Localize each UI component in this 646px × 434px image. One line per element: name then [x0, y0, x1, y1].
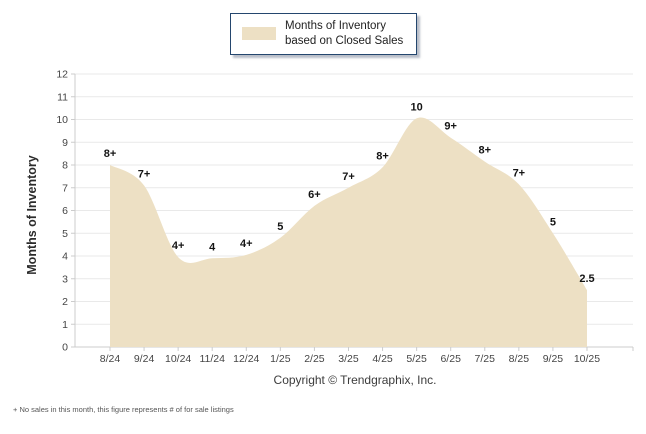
data-point-label: 8+	[478, 145, 491, 157]
legend-label: Months of Inventory based on Closed Sale…	[285, 20, 404, 47]
y-tick-label: 8	[62, 160, 68, 172]
y-tick-label: 9	[62, 137, 68, 149]
x-tick-label: 2/25	[304, 353, 325, 365]
data-point-label: 5	[550, 216, 556, 228]
y-tick-label: 0	[62, 342, 68, 354]
y-tick-label: 1	[62, 319, 68, 331]
legend: Months of Inventory based on Closed Sale…	[230, 13, 417, 55]
y-tick-label: 7	[62, 182, 68, 194]
data-point-label: 8+	[104, 148, 117, 160]
data-point-label: 5	[277, 221, 283, 233]
x-tick-label: 10/24	[165, 353, 191, 365]
data-point-label: 4+	[240, 238, 253, 250]
x-tick-label: 1/25	[270, 353, 291, 365]
x-tick-label: 7/25	[475, 353, 496, 365]
y-tick-label: 5	[62, 228, 68, 240]
y-tick-label: 3	[62, 273, 68, 285]
x-tick-label: 8/24	[100, 353, 121, 365]
x-tick-label: 11/24	[199, 353, 225, 365]
y-tick-label: 11	[57, 91, 68, 103]
x-tick-label: 4/25	[372, 353, 393, 365]
data-point-label: 6+	[308, 189, 321, 201]
y-tick-label: 2	[62, 296, 68, 308]
inventory-area	[110, 117, 587, 347]
data-point-label: 4	[209, 241, 216, 253]
legend-swatch	[242, 27, 276, 41]
footnote-text: + No sales in this month, this figure re…	[13, 405, 234, 414]
data-point-label: 7+	[513, 167, 526, 179]
x-tick-label: 8/25	[509, 353, 530, 365]
data-point-label: 8+	[376, 150, 389, 162]
x-tick-label: 6/25	[440, 353, 461, 365]
data-point-label: 7+	[138, 168, 151, 180]
x-tick-label: 3/25	[338, 353, 359, 365]
x-tick-label: 9/24	[134, 353, 155, 365]
data-point-label: 9+	[444, 121, 457, 133]
x-tick-label: 5/25	[406, 353, 427, 365]
copyright-text: Copyright © Trendgraphix, Inc.	[273, 373, 437, 387]
x-tick-label: 9/25	[543, 353, 564, 365]
y-tick-label: 12	[56, 69, 68, 81]
y-tick-label: 4	[62, 251, 68, 263]
x-tick-label: 10/25	[574, 353, 600, 365]
data-point-label: 10	[411, 101, 423, 113]
data-point-label: 4+	[172, 240, 185, 252]
data-point-label: 7+	[342, 171, 355, 183]
x-tick-label: 12/24	[233, 353, 259, 365]
y-tick-label: 10	[56, 114, 68, 126]
data-point-label: 2.5	[579, 273, 594, 285]
y-tick-label: 6	[62, 205, 68, 217]
y-axis-title: Months of Inventory	[25, 155, 39, 275]
